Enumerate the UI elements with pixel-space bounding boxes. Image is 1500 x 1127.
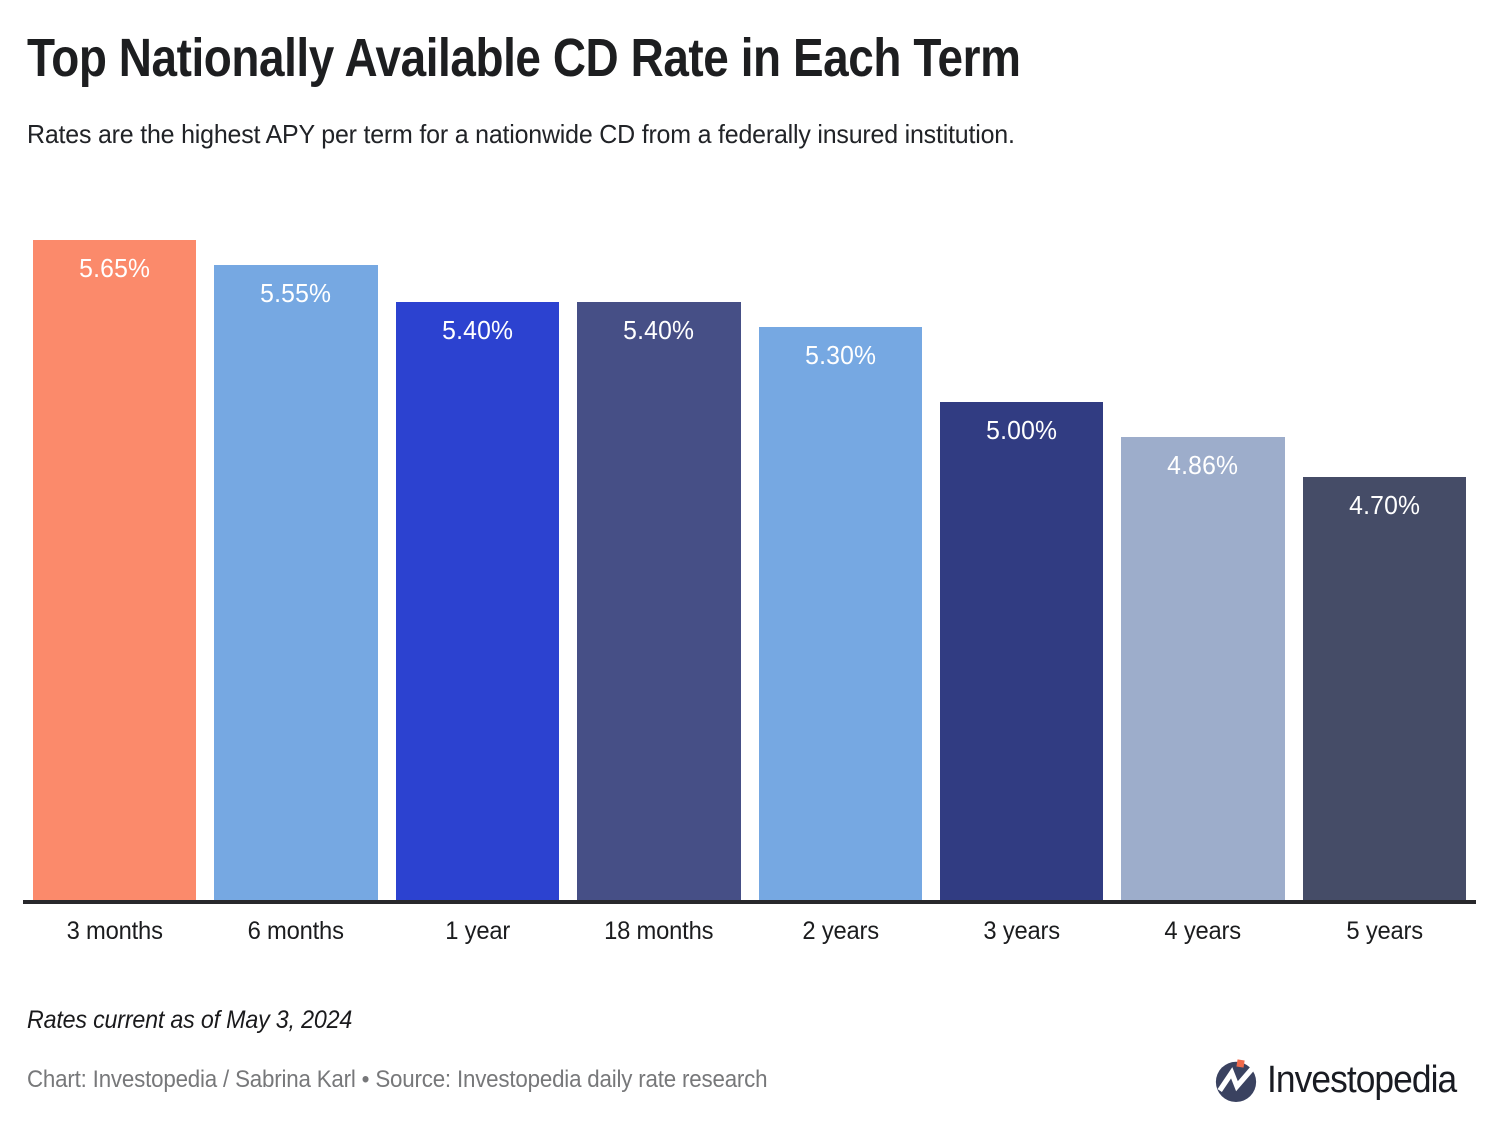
bar-2-years: 5.30% bbox=[758, 327, 922, 900]
x-axis-label: 2 years bbox=[801, 917, 879, 945]
x-axis-label: 18 months bbox=[604, 917, 714, 945]
x-axis-label: 4 years bbox=[1164, 917, 1242, 945]
bar-value-label: 5.40% bbox=[623, 315, 695, 345]
x-axis-line bbox=[23, 900, 1476, 904]
bar-chart: 5.65% 5.55% 5.40% 5.40% 5.30% 5.00% 4.86% 4.70%… bbox=[23, 240, 1476, 946]
page-title: Top Nationally Available CD Rate in Each… bbox=[27, 28, 1021, 88]
investopedia-logo-icon bbox=[1215, 1059, 1256, 1103]
bar-value-label: 5.30% bbox=[804, 340, 876, 370]
investopedia-logo-text: Investopedia bbox=[1266, 1058, 1457, 1101]
bar-5-years: 4.70% bbox=[1302, 477, 1466, 900]
credit-line: Chart: Investopedia / Sabrina Karl • Sou… bbox=[27, 1066, 768, 1093]
bar-value-label: 4.70% bbox=[1348, 490, 1420, 520]
bar-3-months: 5.65% bbox=[33, 240, 197, 900]
bar-1-year: 5.40% bbox=[395, 302, 560, 900]
bar-value-label: 4.86% bbox=[1167, 450, 1239, 480]
x-axis-label: 3 years bbox=[983, 917, 1060, 945]
footer-row: Chart: Investopedia / Sabrina Karl • Sou… bbox=[27, 1057, 1472, 1103]
bar-group: 5.65% 5.55% 5.40% 5.40% 5.30% 5.00% 4.86% 4.70% bbox=[27, 240, 1472, 900]
x-axis-label: 3 months bbox=[66, 917, 163, 945]
bar-value-label: 5.00% bbox=[986, 415, 1058, 445]
footnote: Rates current as of May 3, 2024 bbox=[27, 1006, 353, 1034]
x-axis-label: 5 years bbox=[1346, 917, 1423, 945]
x-axis-labels: 3 months 6 months 1 year 18 months 2 years 3 … bbox=[27, 917, 1472, 946]
x-axis-label: 6 months bbox=[247, 917, 345, 945]
bar-value-label: 5.65% bbox=[79, 253, 151, 283]
bar-6-months: 5.55% bbox=[214, 265, 378, 900]
bar-18-months: 5.40% bbox=[577, 302, 741, 900]
investopedia-logo: Investopedia bbox=[1213, 1057, 1473, 1103]
bar-value-label: 5.40% bbox=[441, 315, 513, 345]
bar-4-years: 4.86% bbox=[1121, 437, 1285, 900]
x-axis-label: 1 year bbox=[444, 917, 510, 945]
bar-value-label: 5.55% bbox=[260, 278, 332, 308]
bar-3-years: 5.00% bbox=[939, 402, 1104, 900]
chart-subtitle: Rates are the highest APY per term for a… bbox=[27, 119, 1015, 149]
